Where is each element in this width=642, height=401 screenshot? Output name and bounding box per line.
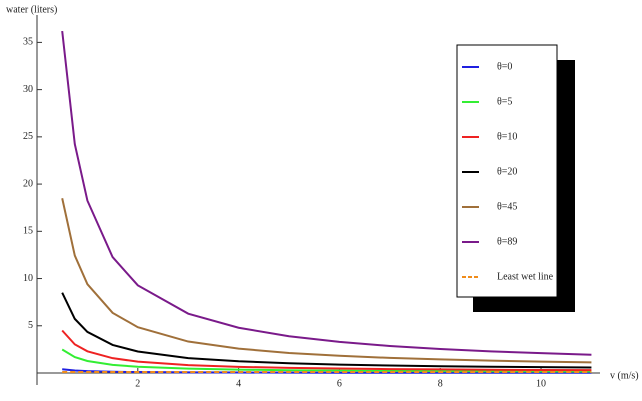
x-tick-label: 2 — [135, 378, 140, 389]
y-tick-label: 10 — [23, 273, 33, 284]
y-tick-label: 15 — [23, 226, 33, 237]
x-axis-label: v (m/s) — [610, 370, 639, 381]
legend-label: θ=0 — [497, 61, 512, 72]
y-tick-label: 35 — [23, 37, 33, 48]
y-tick-label: 5 — [28, 320, 33, 331]
legend-label: θ=5 — [497, 96, 512, 107]
x-tick-label: 4 — [236, 378, 241, 389]
legend-label: θ=10 — [497, 131, 517, 142]
y-tick-label: 25 — [23, 131, 33, 142]
series-line — [61, 30, 592, 356]
y-tick-label: 30 — [23, 84, 33, 95]
legend-label: θ=45 — [497, 201, 517, 212]
legend-label: Least wet line — [497, 271, 554, 282]
y-axis-label: water (liters) — [6, 4, 57, 15]
x-tick-label: 8 — [438, 378, 443, 389]
legend-label: θ=20 — [497, 166, 517, 177]
series-line — [61, 292, 592, 369]
x-tick-label: 6 — [337, 378, 342, 389]
series-line — [61, 329, 592, 372]
x-tick-label: 10 — [536, 378, 546, 389]
series-line — [61, 198, 592, 364]
y-tick-label: 20 — [23, 178, 33, 189]
legend-label: θ=89 — [497, 236, 517, 247]
